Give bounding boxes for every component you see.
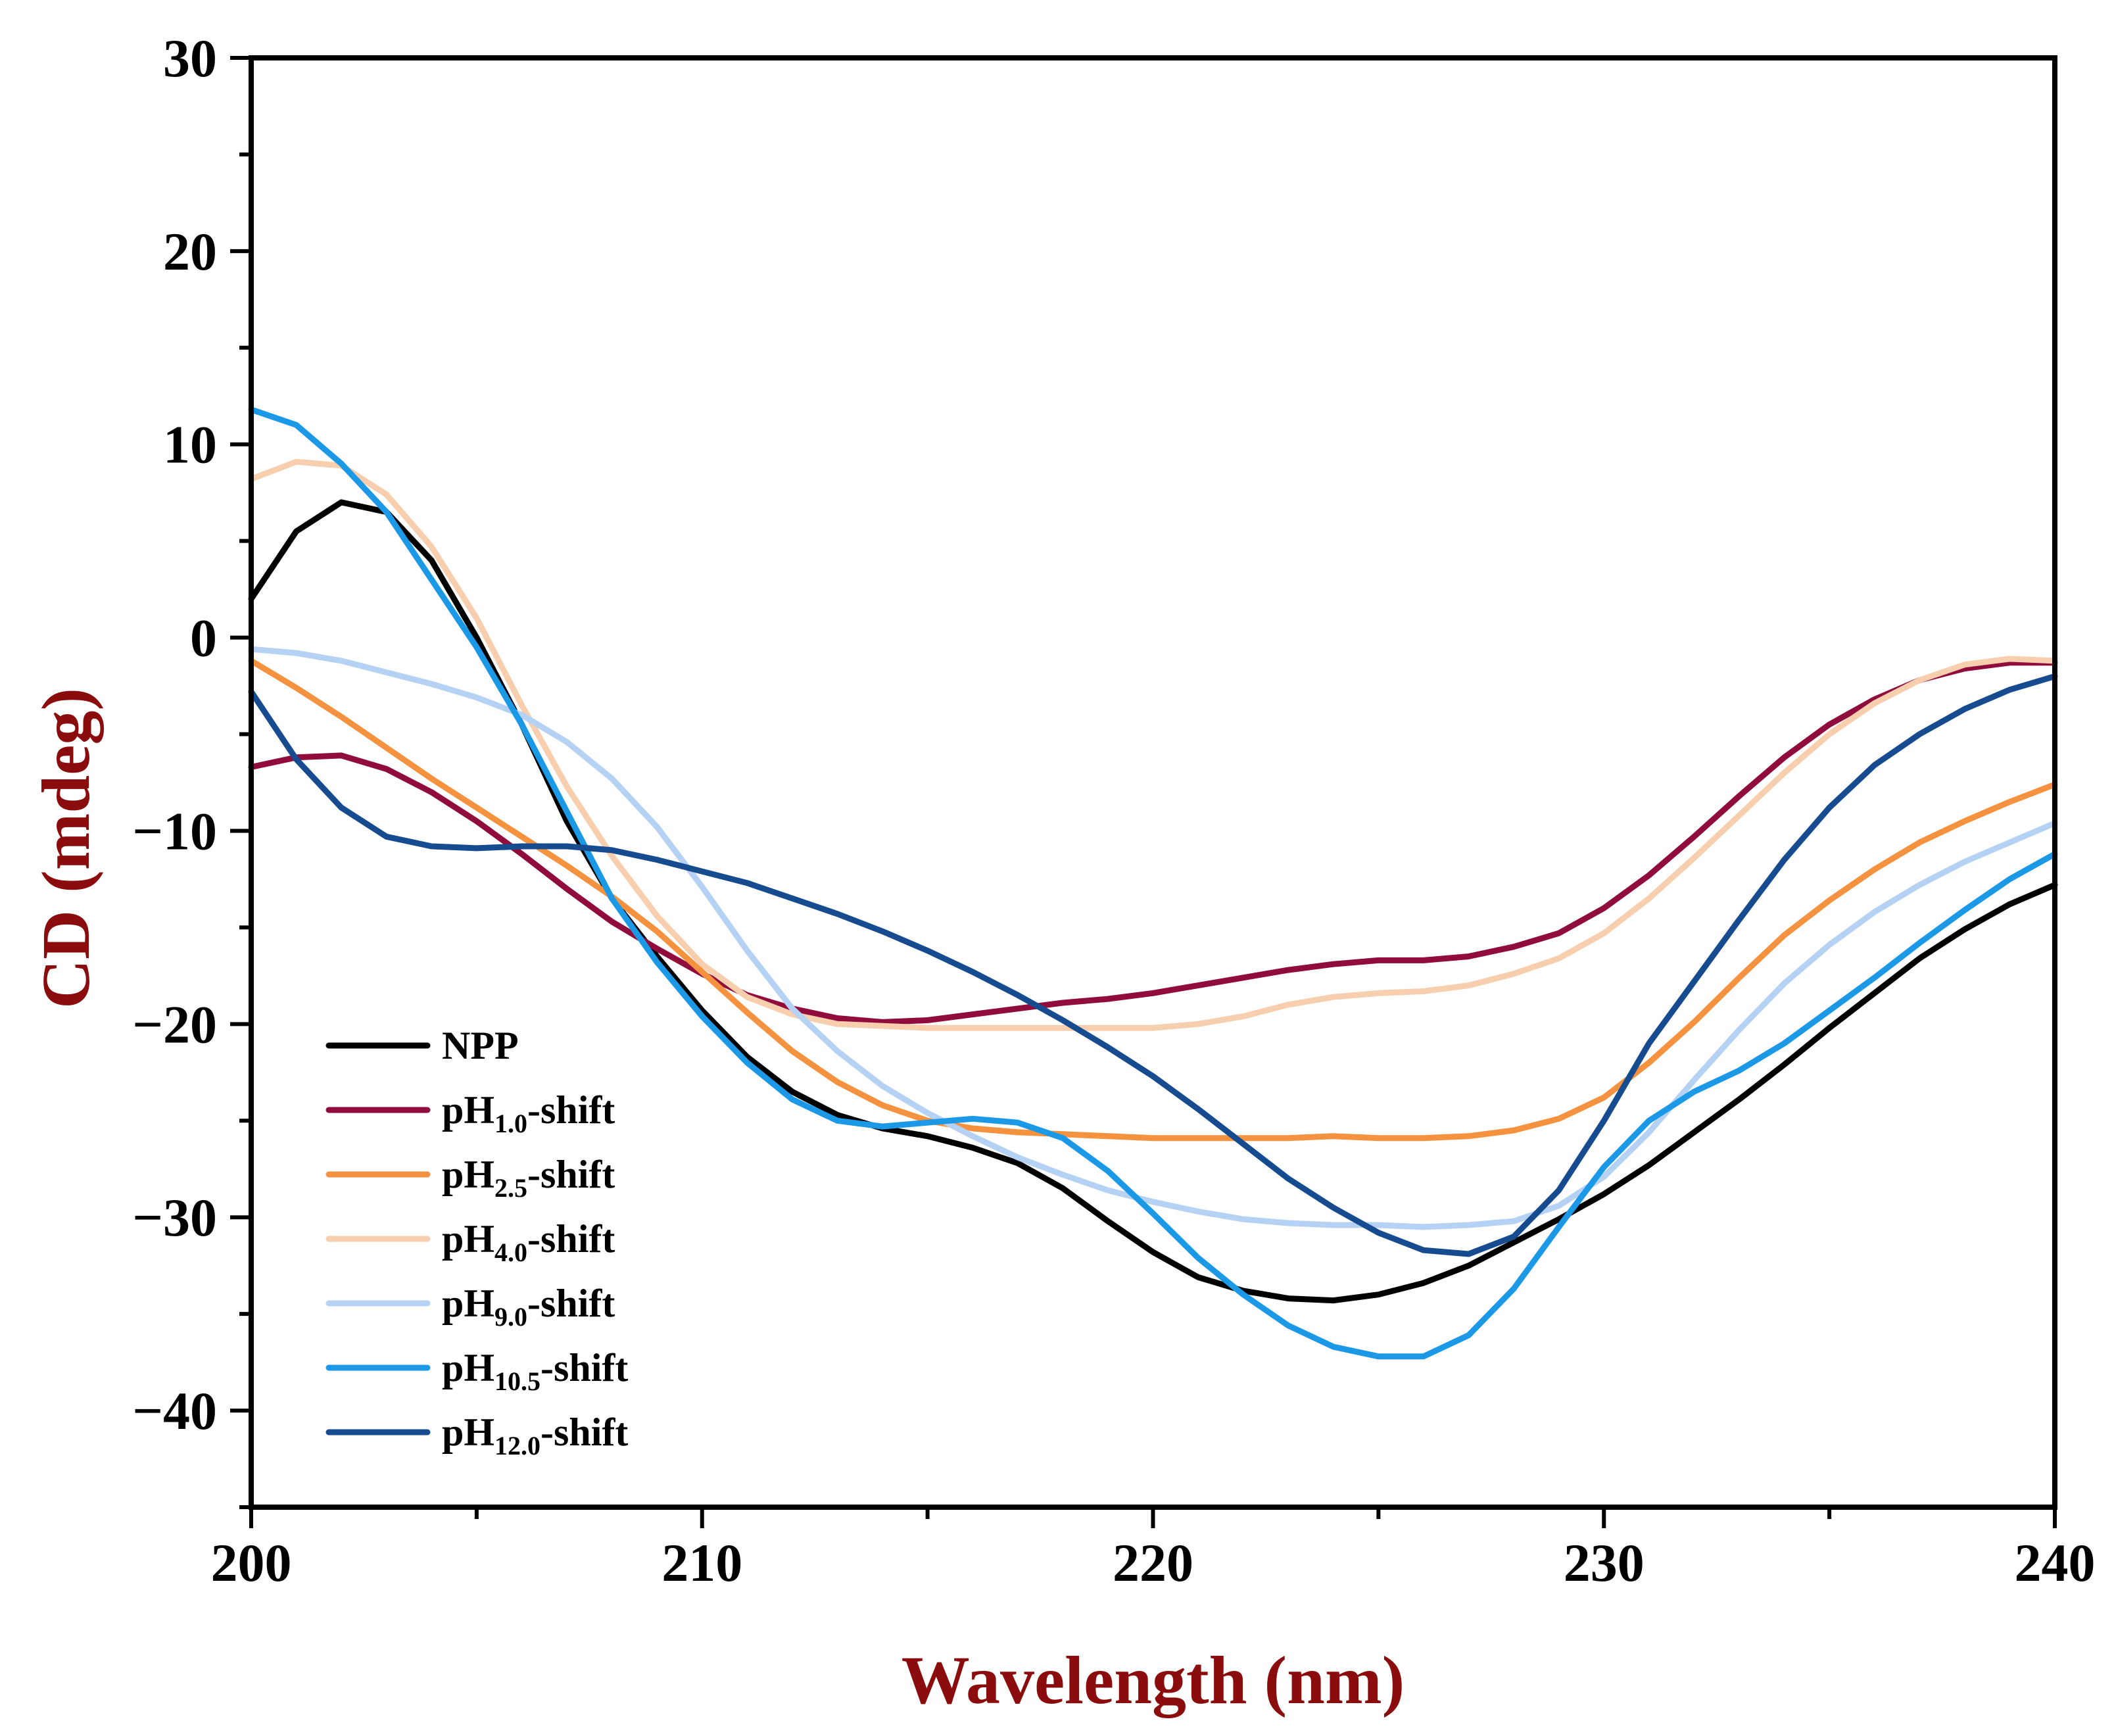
- y-tick-label: 20: [163, 222, 217, 281]
- legend: NPP pH1.0-shift pH2.5-shift pH4.0-shift pH9.…: [325, 1024, 628, 1460]
- legend-label-3: pH4.0-shift: [442, 1217, 615, 1267]
- x-tick-label: 220: [1113, 1533, 1193, 1593]
- y-tick-label: −20: [132, 994, 217, 1054]
- y-tick-label: −40: [132, 1381, 217, 1441]
- axis-tick-labels: 200 210 220 230 240 30 20 10 0 −10 −20 −30 −40: [132, 28, 2095, 1593]
- series-line-5: [248, 406, 2058, 1360]
- y-axis-title: CD (mdeg): [28, 688, 104, 1009]
- series-line-6: [248, 673, 2058, 1257]
- y-tick-label: 10: [163, 415, 217, 475]
- legend-label-0: NPP: [442, 1024, 519, 1067]
- y-tick-label: −30: [132, 1188, 217, 1247]
- x-axis-title: Wavelength (nm): [901, 1643, 1405, 1718]
- axis-ticks: [230, 56, 2057, 1528]
- legend-label-4: pH9.0-shift: [442, 1282, 615, 1332]
- series-line-0: [248, 499, 2058, 1304]
- y-tick-label: −10: [132, 801, 217, 861]
- x-tick-label: 240: [2015, 1533, 2096, 1593]
- legend-label-1: pH1.0-shift: [442, 1088, 615, 1138]
- x-tick-label: 200: [211, 1533, 292, 1593]
- series-line-3: [248, 458, 2058, 1031]
- x-tick-label: 230: [1564, 1533, 1645, 1593]
- legend-label-2: pH2.5-shift: [442, 1153, 615, 1203]
- plot-lines: [248, 406, 2058, 1360]
- legend-label-6: pH12.0-shift: [442, 1410, 628, 1460]
- legend-label-5: pH10.5-shift: [442, 1346, 628, 1396]
- x-tick-label: 210: [661, 1533, 742, 1593]
- y-tick-label: 30: [163, 28, 217, 88]
- series-line-2: [248, 658, 2058, 1142]
- series-line-4: [248, 646, 2058, 1230]
- series-line-1: [248, 660, 2058, 1025]
- plot-frame: [249, 55, 2057, 1510]
- y-tick-label: 0: [190, 608, 217, 668]
